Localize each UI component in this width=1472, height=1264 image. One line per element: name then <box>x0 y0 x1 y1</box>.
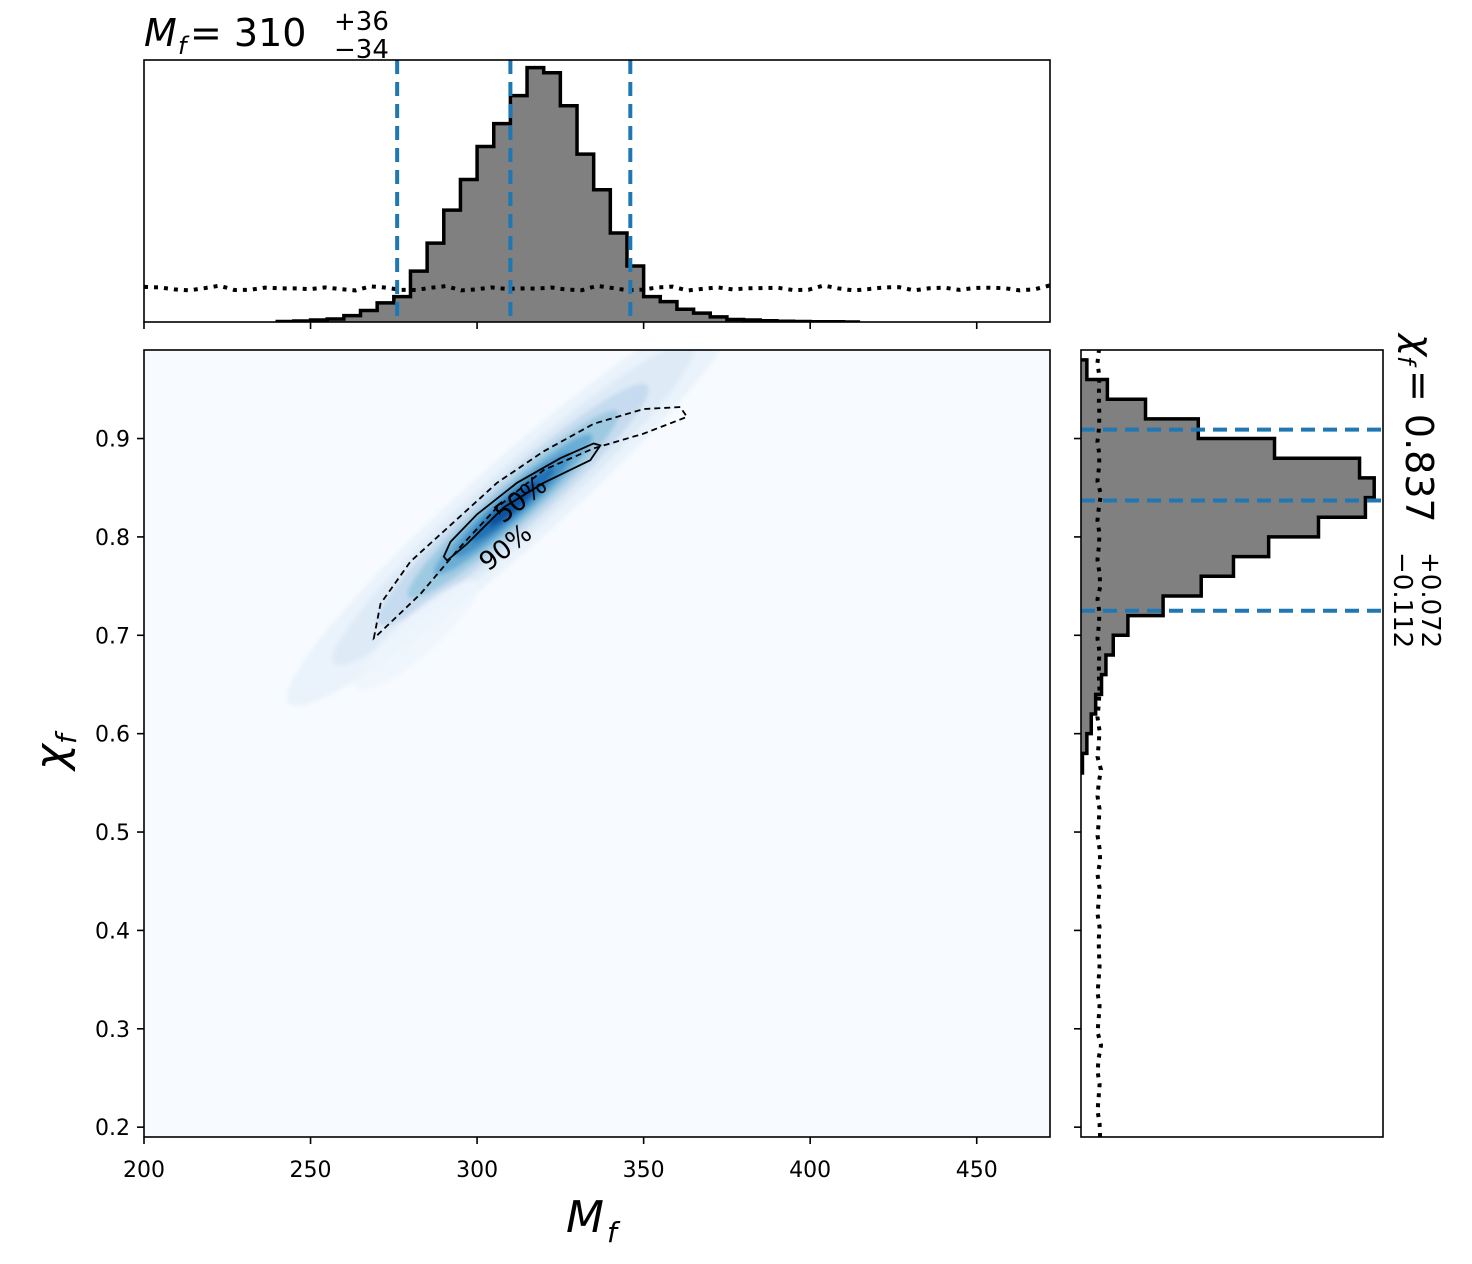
right-title-lower-error: −0.112 <box>1387 552 1417 648</box>
y-tick-label-0: 0.2 <box>95 1116 130 1141</box>
joint-x-ticks: 200 250 300 350 400 450 <box>123 1137 998 1183</box>
right-title-subscript: f <box>1392 356 1420 368</box>
y-tick-label-2: 0.4 <box>95 919 130 944</box>
top-axes-frame <box>143 59 1051 323</box>
top-histogram-fill <box>277 67 861 322</box>
x-axis-label-subscript: f <box>607 1216 621 1249</box>
density-tail <box>355 580 479 691</box>
y-tick-label-7: 0.9 <box>95 428 130 453</box>
y-tick-label-4: 0.6 <box>95 723 130 748</box>
top-title-value: = 310 <box>190 11 306 55</box>
joint-panel: 50% 90% 200 250 300 350 400 450 0.20.30.40.50… <box>26 349 1051 1249</box>
y-axis-label-subscript: f <box>50 730 83 744</box>
x-tick-label-2: 300 <box>456 1158 498 1183</box>
y-tick-label-3: 0.5 <box>95 821 130 846</box>
x-tick-label-5: 450 <box>956 1158 998 1183</box>
right-histogram-fill <box>1081 359 1375 774</box>
top-marginal-panel: M f = 310 +36 −34 <box>143 7 1051 329</box>
top-prior-curve <box>144 283 1050 293</box>
right-axes-frame <box>1080 349 1384 1138</box>
right-marginal-title: χ f = 0.837 +0.072 −0.112 <box>1387 332 1445 648</box>
x-tick-label-3: 350 <box>623 1158 665 1183</box>
right-marginal-panel: χ f = 0.837 +0.072 −0.112 <box>1074 332 1445 1138</box>
right-histogram-step <box>1081 358 1376 775</box>
right-title-value: = 0.837 <box>1397 370 1441 523</box>
right-prior-curve <box>1095 350 1104 1137</box>
right-title-upper-error: +0.072 <box>1415 552 1445 648</box>
y-tick-label-5: 0.7 <box>95 624 130 649</box>
y-tick-label-1: 0.3 <box>95 1018 130 1043</box>
x-axis-label: M f <box>566 1192 621 1249</box>
right-title-symbol: χ <box>1397 332 1441 358</box>
right-y-ticks <box>1074 437 1081 1128</box>
x-axis-label-main: M <box>566 1192 604 1243</box>
top-title-symbol: M <box>144 11 177 55</box>
top-marginal-title: M f = 310 +36 −34 <box>144 7 389 65</box>
right-quantile-lines <box>1081 427 1383 613</box>
x-tick-label-4: 400 <box>789 1158 831 1183</box>
y-axis-label: χ f <box>26 730 83 772</box>
top-title-upper-error: +36 <box>334 7 389 37</box>
y-axis-label-main: χ <box>26 742 77 772</box>
joint-y-ticks: 0.2 0.3 0.4 0.5 0.6 0.7 0.8 0.9 <box>95 428 144 1141</box>
x-tick-label-1: 250 <box>290 1158 332 1183</box>
x-tick-label-0: 200 <box>123 1158 165 1183</box>
contour-50-percent <box>442 442 602 562</box>
top-title-subscript: f <box>178 32 190 60</box>
y-tick-label-6: 0.8 <box>95 526 130 551</box>
joint-axes-frame <box>143 349 1051 1138</box>
top-x-ticks <box>143 322 978 329</box>
top-histogram-step <box>275 65 861 322</box>
